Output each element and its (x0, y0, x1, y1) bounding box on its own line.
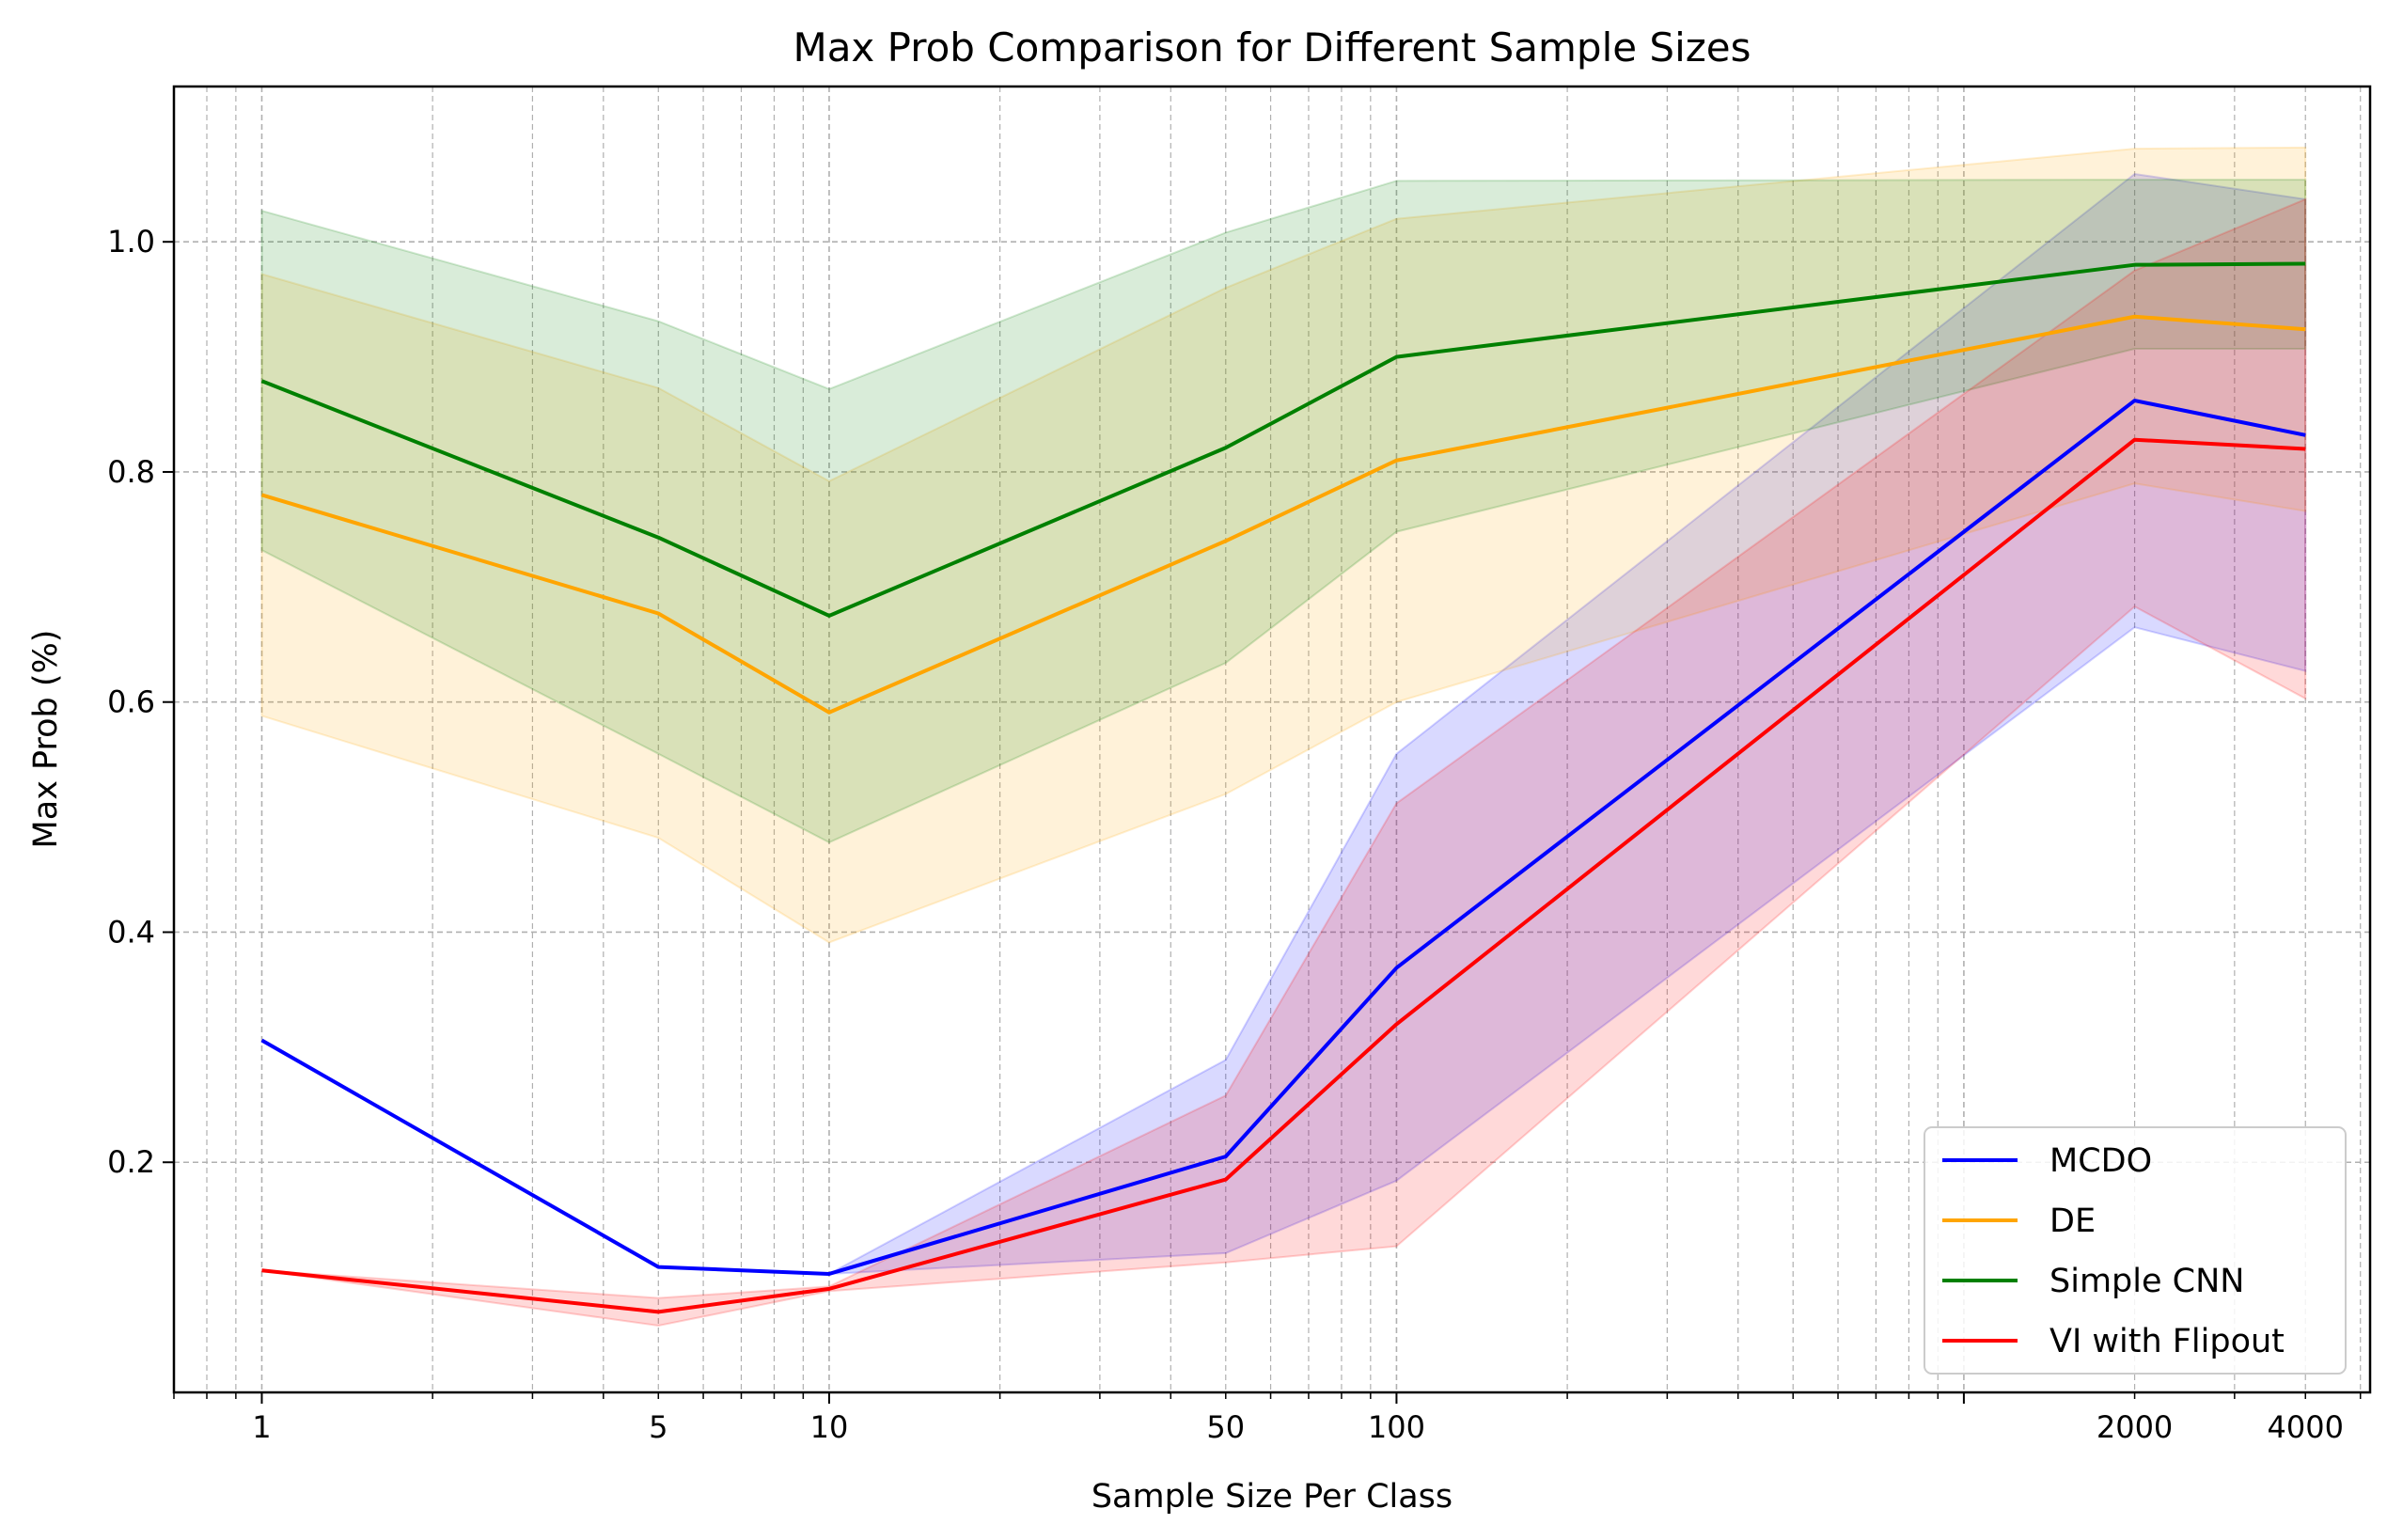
series-line-mcdo (260, 399, 2306, 1276)
series-line-vi-with-flipout (261, 437, 2306, 1314)
x-tick-label: 4000 (2268, 1409, 2344, 1445)
series-line-simple-cnn (260, 261, 2306, 618)
x-tick-label: 2000 (2096, 1409, 2173, 1445)
x-tick-label: 50 (1206, 1409, 1245, 1445)
axis-ticks: 0.2 0.4 0.6 0.8 1.0 1 5 10 50 100 2000 4000 (107, 224, 2362, 1445)
grid (173, 86, 2370, 1392)
x-tick-label: 5 (649, 1409, 667, 1445)
plot-frame (172, 85, 2372, 1394)
chart-title: Max Prob Comparison for Different Sample… (793, 24, 1751, 71)
confidence-bands (260, 146, 2307, 1328)
legend-label: VI with Flipout (2049, 1323, 2285, 1360)
band-de (260, 146, 2307, 944)
legend-label: Simple CNN (2049, 1263, 2244, 1300)
y-tick-label: 0.4 (107, 914, 155, 950)
x-tick-label: 10 (810, 1409, 849, 1445)
x-tick-label: 1 (252, 1409, 271, 1445)
y-axis-title: Max Prob (%) (27, 630, 65, 849)
y-tick-label: 1.0 (107, 224, 155, 259)
legend-box (1924, 1126, 2347, 1375)
legend-label: DE (2049, 1202, 2096, 1240)
y-tick-label: 0.6 (107, 684, 155, 720)
x-tick-label: 100 (1368, 1409, 1425, 1445)
series-line-de (260, 314, 2306, 715)
legend-label: MCDO (2049, 1142, 2152, 1180)
series-lines (260, 261, 2306, 1314)
legend: MCDO DE Simple CNN VI with Flipout (1924, 1126, 2347, 1375)
y-tick-label: 0.2 (107, 1144, 155, 1180)
x-axis-title: Sample Size Per Class (1091, 1478, 1453, 1516)
y-tick-label: 0.8 (107, 454, 155, 490)
band-simple-cnn (260, 179, 2307, 844)
